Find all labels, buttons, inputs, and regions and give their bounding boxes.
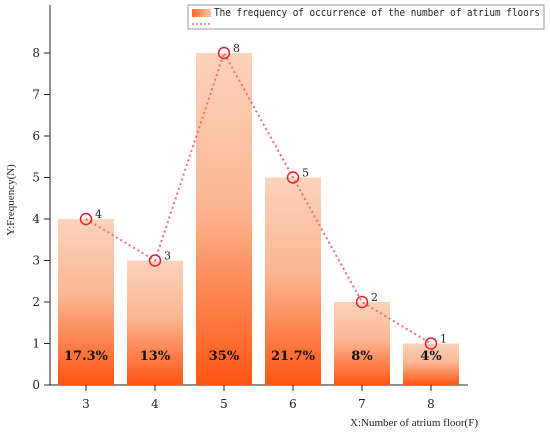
y-tick-label: 1 <box>32 337 40 351</box>
x-tick-label: 5 <box>220 397 228 411</box>
bar-7 <box>334 302 390 385</box>
x-tick-label: 6 <box>289 397 297 411</box>
point-value-label: 3 <box>164 250 171 263</box>
x-tick-label: 4 <box>151 397 159 411</box>
y-tick-label: 2 <box>32 295 40 309</box>
bar-5 <box>196 53 252 385</box>
x-tick-label: 7 <box>358 397 366 411</box>
percent-label: 8% <box>351 349 373 364</box>
percent-label: 4% <box>420 349 442 364</box>
percent-label: 13% <box>140 349 171 364</box>
y-tick-label: 0 <box>32 378 40 392</box>
point-marker <box>148 254 162 267</box>
bar-8 <box>403 343 459 385</box>
y-tick-label: 8 <box>32 46 40 60</box>
percent-label: 21.7% <box>271 349 316 364</box>
percent-label: 35% <box>209 349 240 364</box>
point-marker <box>217 46 231 60</box>
point-marker <box>355 295 369 309</box>
point-value-label: 8 <box>233 42 240 55</box>
y-axis-title: Y:Frequency(N) <box>5 164 17 236</box>
point-value-label: 4 <box>95 208 102 221</box>
point-value-label: 1 <box>440 333 447 346</box>
y-tick-label: 3 <box>32 254 40 268</box>
legend: The frequency of occurrence of the numbe… <box>187 4 545 30</box>
legend-bar-swatch <box>192 9 211 17</box>
point-value-label: 2 <box>371 291 378 304</box>
bar-3 <box>58 219 114 385</box>
y-tick-label: 4 <box>32 212 40 226</box>
point-marker <box>424 337 438 350</box>
point-marker <box>79 212 93 226</box>
point-value-label: 5 <box>302 167 309 180</box>
legend-label: The frequency of occurrence of the numbe… <box>214 6 540 19</box>
trend-line <box>85 50 432 345</box>
percent-label: 17.3% <box>64 349 109 364</box>
x-tick-label: 8 <box>427 397 435 411</box>
point-marker <box>286 171 300 184</box>
y-tick-label: 5 <box>32 171 40 185</box>
y-tick-label: 6 <box>32 129 40 143</box>
bar-4 <box>127 260 183 385</box>
x-tick-label: 3 <box>82 397 90 411</box>
y-tick-label: 7 <box>32 88 40 102</box>
x-axis-title: X:Number of atrium floor(F) <box>350 417 478 429</box>
